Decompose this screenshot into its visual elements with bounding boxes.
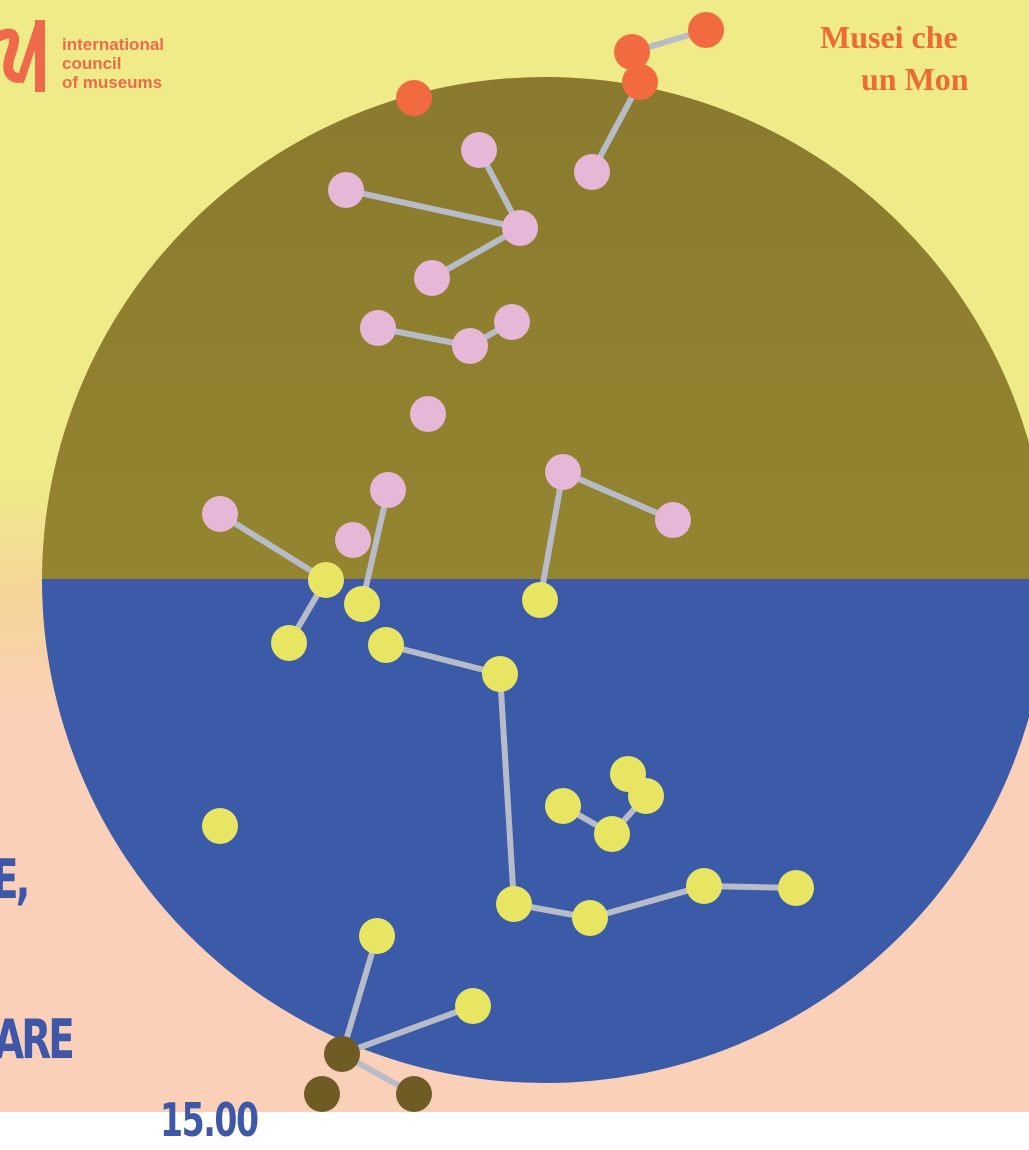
constellation-node — [778, 870, 814, 906]
constellation-node — [335, 522, 371, 558]
constellation-node — [452, 328, 488, 364]
constellation-node — [396, 1076, 432, 1112]
constellation-node — [572, 900, 608, 936]
constellation-node — [461, 132, 497, 168]
constellation-node — [545, 454, 581, 490]
constellation-node — [359, 918, 395, 954]
constellation-node — [574, 154, 610, 190]
constellation-node — [686, 868, 722, 904]
constellation-node — [410, 396, 446, 432]
constellation-artwork — [0, 0, 1029, 1112]
constellation-node — [304, 1076, 340, 1112]
constellation-node — [655, 502, 691, 538]
constellation-node — [455, 988, 491, 1024]
constellation-node — [522, 582, 558, 618]
constellation-node — [324, 1036, 360, 1072]
constellation-node — [271, 625, 307, 661]
constellation-node — [494, 304, 530, 340]
constellation-node — [360, 310, 396, 346]
constellation-node — [344, 586, 380, 622]
constellation-node — [622, 64, 658, 100]
constellation-node — [308, 562, 344, 598]
constellation-node — [414, 260, 450, 296]
constellation-node — [202, 496, 238, 532]
constellation-node — [202, 808, 238, 844]
constellation-node — [482, 656, 518, 692]
constellation-node — [328, 172, 364, 208]
constellation-node — [370, 472, 406, 508]
constellation-node — [594, 816, 630, 852]
constellation-node — [396, 80, 432, 116]
constellation-node — [545, 788, 581, 824]
constellation-node — [688, 12, 724, 48]
constellation-node — [496, 886, 532, 922]
constellation-node — [628, 778, 664, 814]
constellation-node — [502, 210, 538, 246]
constellation-node — [368, 627, 404, 663]
